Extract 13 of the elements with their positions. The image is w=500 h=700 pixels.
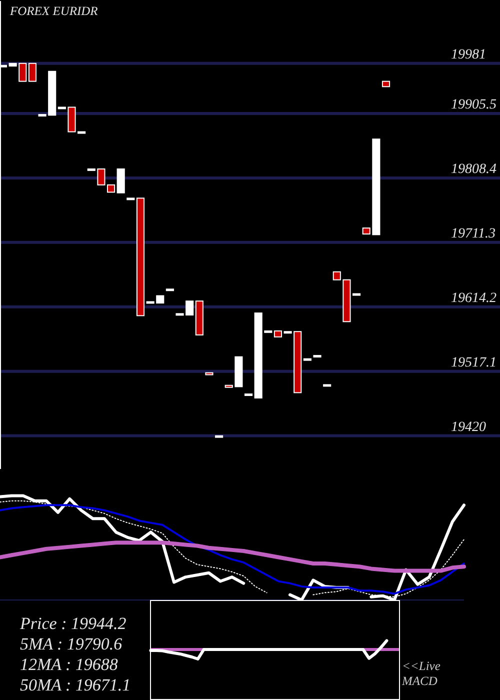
text: 5MA : 19790.6 xyxy=(20,634,123,654)
y-tick-label: 19711.3 xyxy=(451,226,496,242)
y-tick-label: 19981 xyxy=(451,47,486,62)
text: <<Live MACD xyxy=(401,659,441,688)
text: 12MA : 19688 xyxy=(20,655,118,674)
text: Price : 19944.2 xyxy=(19,614,127,633)
chart-title: FOREX EURIDR xyxy=(9,4,98,18)
y-tick-label: 19420 xyxy=(451,420,486,435)
text: 50MA : 19671.1 xyxy=(20,676,131,694)
y-tick-label: 19517.1 xyxy=(451,355,496,370)
y-tick-label: 19614.2 xyxy=(451,290,496,306)
y-tick-label: 19808.4 xyxy=(451,162,496,177)
y-tick-label: 19905.5 xyxy=(451,98,496,113)
